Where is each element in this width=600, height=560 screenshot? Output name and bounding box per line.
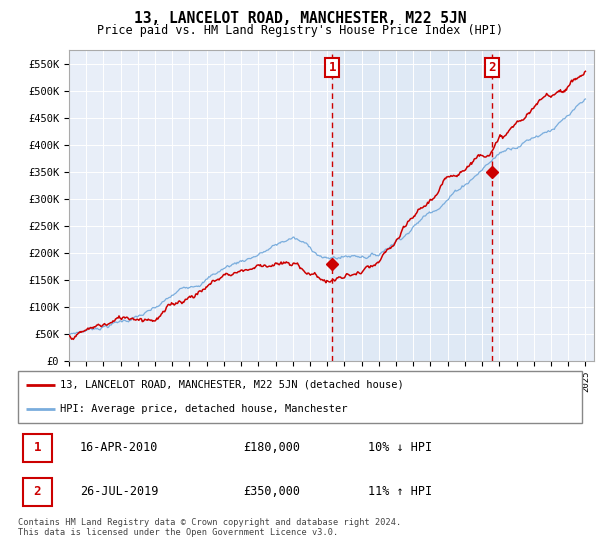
Text: HPI: Average price, detached house, Manchester: HPI: Average price, detached house, Manc… [60, 404, 348, 414]
Text: 26-JUL-2019: 26-JUL-2019 [80, 485, 158, 498]
Text: 16-APR-2010: 16-APR-2010 [80, 441, 158, 454]
Bar [332, 50, 492, 361]
Text: 2: 2 [488, 61, 496, 74]
Text: 11% ↑ HPI: 11% ↑ HPI [368, 485, 432, 498]
Text: £180,000: £180,000 [244, 441, 301, 454]
Text: 1: 1 [34, 441, 41, 454]
Text: 10% ↓ HPI: 10% ↓ HPI [368, 441, 432, 454]
Text: 13, LANCELOT ROAD, MANCHESTER, M22 5JN (detached house): 13, LANCELOT ROAD, MANCHESTER, M22 5JN (… [60, 380, 404, 390]
FancyBboxPatch shape [18, 371, 582, 423]
FancyBboxPatch shape [23, 433, 52, 462]
Text: Contains HM Land Registry data © Crown copyright and database right 2024.
This d: Contains HM Land Registry data © Crown c… [18, 518, 401, 538]
Text: Price paid vs. HM Land Registry's House Price Index (HPI): Price paid vs. HM Land Registry's House … [97, 24, 503, 37]
Text: £350,000: £350,000 [244, 485, 301, 498]
Text: 1: 1 [328, 61, 336, 74]
Text: 2: 2 [34, 485, 41, 498]
FancyBboxPatch shape [23, 478, 52, 506]
Text: 13, LANCELOT ROAD, MANCHESTER, M22 5JN: 13, LANCELOT ROAD, MANCHESTER, M22 5JN [134, 11, 466, 26]
